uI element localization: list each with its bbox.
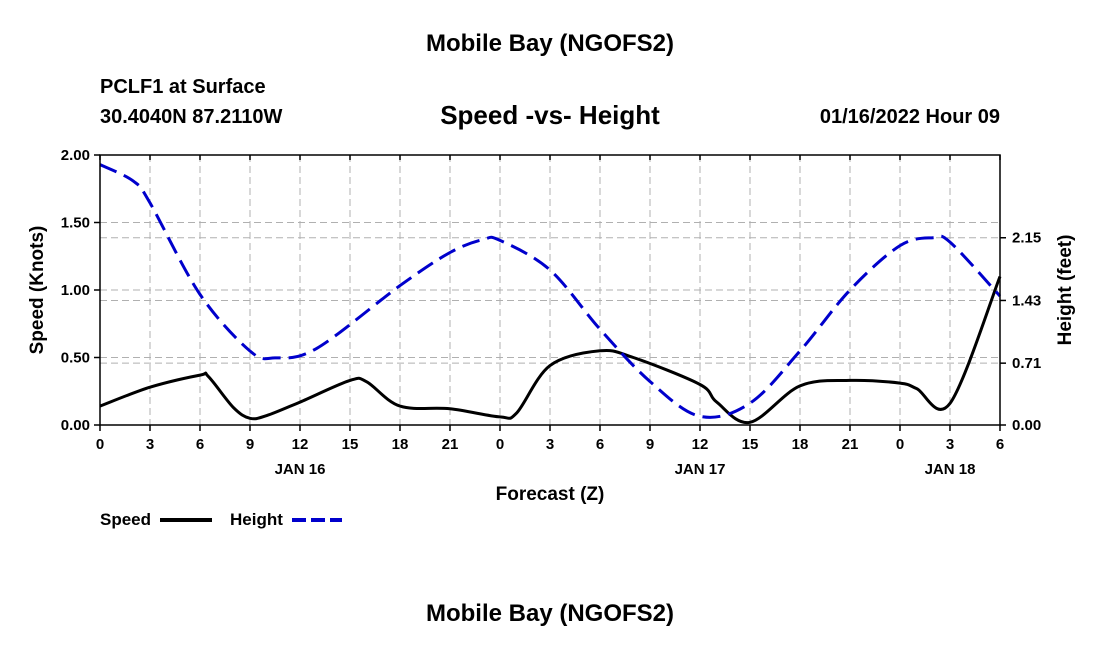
- station-name: PCLF1 at Surface: [100, 76, 266, 98]
- y2-tick-label: 0.00: [1012, 417, 1041, 434]
- y-tick-label: 2.00: [61, 147, 90, 164]
- x-day-label: JAN 18: [925, 461, 976, 478]
- x-tick-label: 6: [996, 436, 1004, 453]
- series-line-height: [99, 163, 1002, 419]
- y-tick-label: 0.50: [61, 350, 90, 367]
- y-tick-label: 1.50: [61, 215, 90, 232]
- x-tick-label: 3: [546, 436, 554, 453]
- legend: Speed Height: [100, 510, 342, 529]
- x-tick-label: 15: [742, 436, 759, 453]
- main-title: Mobile Bay (NGOFS2): [425, 30, 675, 57]
- footer-title: Mobile Bay (NGOFS2): [425, 600, 675, 627]
- x-tick-label: 12: [692, 436, 709, 453]
- x-tick-label: 6: [596, 436, 604, 453]
- x-tick-label: 18: [392, 436, 409, 453]
- x-tick-label: 21: [442, 436, 459, 453]
- series-line-speed: [99, 275, 1002, 424]
- y-tick-label: 1.00: [61, 282, 90, 299]
- x-tick-label: 21: [842, 436, 859, 453]
- x-tick-label: 9: [646, 436, 654, 453]
- x-tick-label: 3: [146, 436, 154, 453]
- forecast-timestamp: 01/16/2022 Hour 09: [819, 106, 1000, 128]
- x-tick-label: 6: [196, 436, 204, 453]
- x-tick-label: 15: [342, 436, 359, 453]
- y2-tick-label: 2.15: [1012, 230, 1041, 247]
- y2-tick-label: 0.71: [1012, 355, 1041, 372]
- x-tick-label: 18: [792, 436, 809, 453]
- station-coordinates: 30.4040N 87.2110W: [100, 106, 283, 128]
- x-tick-label: 0: [896, 436, 904, 453]
- legend-label-speed: Speed: [100, 510, 151, 529]
- y2-axis-label: Height (feet): [1055, 235, 1076, 346]
- x-tick-label: 0: [96, 436, 104, 453]
- x-axis-label: Forecast (Z): [496, 484, 605, 505]
- y-tick-label: 0.00: [61, 417, 90, 434]
- x-tick-label: 0: [496, 436, 504, 453]
- x-day-label: JAN 16: [275, 461, 326, 478]
- y2-tick-label: 1.43: [1012, 292, 1041, 309]
- legend-label-height: Height: [230, 510, 283, 529]
- x-tick-label: 12: [292, 436, 309, 453]
- x-tick-label: 3: [946, 436, 954, 453]
- x-day-label: JAN 17: [675, 461, 726, 478]
- y-axis-label: Speed (Knots): [27, 226, 48, 355]
- x-tick-label: 9: [246, 436, 254, 453]
- axis-ticks: 0 3 6 9 12 15 18 21 0 3 6 9 12 15 18 21 0 3 6 0.00 0.50 1.00 1…: [61, 147, 1041, 478]
- grid-lines: [100, 155, 1000, 425]
- series-lines: [99, 163, 1002, 424]
- chart-title: Speed -vs- Height: [440, 100, 660, 130]
